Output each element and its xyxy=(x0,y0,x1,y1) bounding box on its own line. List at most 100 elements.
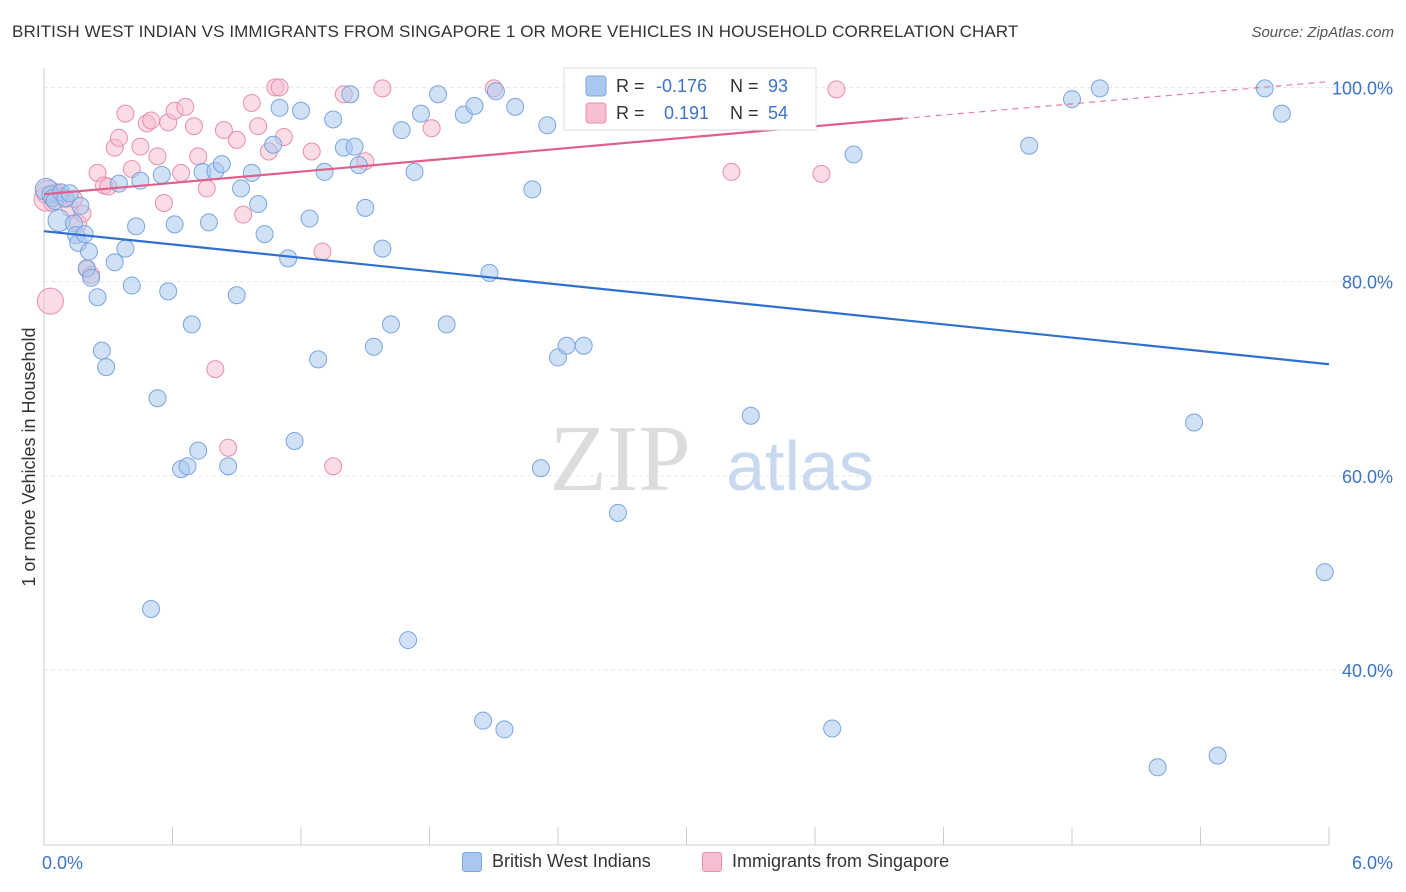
point-bwi xyxy=(79,242,98,261)
point-bwi xyxy=(199,213,218,232)
point-singapore xyxy=(242,93,261,112)
point-bwi xyxy=(270,98,289,117)
trend-line-bwi xyxy=(43,230,1330,366)
point-bwi xyxy=(182,315,201,334)
legend-n-value-1: 93 xyxy=(768,76,788,96)
legend-n-label-1: N = xyxy=(730,76,759,96)
y-tick-label: 80.0% xyxy=(1342,273,1393,293)
point-bwi xyxy=(122,276,141,295)
point-bwi xyxy=(279,249,298,268)
y-tick-label: 100.0% xyxy=(1332,78,1393,98)
legend-swatch-bwi xyxy=(462,851,482,872)
point-singapore xyxy=(172,163,191,182)
watermark-atlas: atlas xyxy=(726,427,874,505)
point-bwi xyxy=(506,97,525,116)
point-bwi xyxy=(531,459,550,478)
chart-title: BRITISH WEST INDIAN VS IMMIGRANTS FROM S… xyxy=(12,22,1019,41)
point-singapore xyxy=(722,162,741,181)
point-bwi xyxy=(227,286,246,305)
point-singapore xyxy=(176,97,195,116)
point-singapore xyxy=(422,119,441,138)
point-singapore xyxy=(109,128,128,147)
watermark-zip: ZIP xyxy=(550,407,691,511)
point-bwi xyxy=(88,288,107,307)
point-bwi xyxy=(127,217,146,236)
legend-label-bwi: British West Indians xyxy=(492,851,651,871)
point-bwi xyxy=(1315,563,1334,582)
point-bwi xyxy=(437,315,456,334)
legend-stats: R = -0.176 N = 93 R = 0.191 N = 54 xyxy=(563,67,817,131)
legend-n-value-2: 54 xyxy=(768,103,788,123)
point-bwi xyxy=(219,457,238,476)
point-bwi xyxy=(315,162,334,181)
point-bwi xyxy=(844,145,863,164)
trend-line-singapore xyxy=(43,117,903,196)
point-bwi xyxy=(364,337,383,356)
point-bwi xyxy=(189,441,208,460)
legend-label-singapore: Immigrants from Singapore xyxy=(732,851,950,871)
legend-n-label-2: N = xyxy=(730,103,759,123)
point-singapore xyxy=(197,179,216,198)
point-bwi xyxy=(1272,104,1291,123)
point-singapore xyxy=(36,287,64,315)
tick-labels: 100.0% 80.0% 60.0% 40.0% 0.0% 6.0% xyxy=(42,78,1393,873)
point-bwi xyxy=(71,196,90,215)
point-bwi xyxy=(300,209,319,228)
point-bwi xyxy=(105,253,124,272)
point-bwi xyxy=(1020,136,1039,155)
point-bwi xyxy=(178,457,197,476)
point-bwi xyxy=(148,389,167,408)
legend-swatch-pink xyxy=(585,102,607,124)
point-singapore xyxy=(184,117,203,136)
series-bwi-points xyxy=(34,79,1334,777)
legend-series: British West Indians Immigrants from Sin… xyxy=(0,851,1406,877)
point-bwi xyxy=(574,336,593,355)
point-bwi xyxy=(1185,413,1204,432)
series-singapore-points xyxy=(33,78,846,476)
point-singapore xyxy=(302,142,321,161)
trend-lines xyxy=(43,80,1330,366)
point-bwi xyxy=(82,268,101,287)
point-bwi xyxy=(1208,746,1227,765)
point-bwi xyxy=(495,720,514,739)
point-bwi xyxy=(324,110,343,129)
watermark: ZIP atlas xyxy=(550,407,874,511)
y-tick-label: 40.0% xyxy=(1342,661,1393,681)
point-singapore xyxy=(234,205,253,224)
point-bwi xyxy=(165,215,184,234)
point-bwi xyxy=(264,135,283,154)
x-tick-label: 6.0% xyxy=(1352,853,1393,873)
point-bwi xyxy=(465,96,484,115)
y-tick-label: 60.0% xyxy=(1342,467,1393,487)
point-singapore xyxy=(154,194,173,213)
point-bwi xyxy=(212,155,231,174)
point-bwi xyxy=(142,599,161,618)
trend-line-singapore-extension xyxy=(902,80,1330,120)
point-bwi xyxy=(741,406,760,425)
point-bwi xyxy=(92,341,111,360)
legend-item-bwi[interactable]: British West Indians xyxy=(462,851,651,872)
point-bwi xyxy=(249,194,268,213)
point-bwi xyxy=(557,336,576,355)
point-bwi xyxy=(538,116,557,135)
point-singapore xyxy=(249,117,268,136)
point-bwi xyxy=(285,431,304,450)
point-bwi xyxy=(116,239,135,258)
point-singapore xyxy=(827,80,846,99)
point-singapore xyxy=(214,121,233,140)
legend-r-label-1: R = xyxy=(616,76,645,96)
point-bwi xyxy=(474,711,493,730)
point-singapore xyxy=(148,147,167,166)
axes xyxy=(43,68,1330,846)
point-bwi xyxy=(232,179,251,198)
legend-item-singapore[interactable]: Immigrants from Singapore xyxy=(702,851,949,872)
legend-r-label-2: R = xyxy=(616,103,645,123)
point-singapore xyxy=(219,438,238,457)
point-bwi xyxy=(392,121,411,140)
point-singapore xyxy=(189,147,208,166)
point-bwi xyxy=(345,137,364,156)
point-singapore xyxy=(313,242,332,261)
point-bwi xyxy=(159,282,178,301)
point-bwi xyxy=(1148,758,1167,777)
